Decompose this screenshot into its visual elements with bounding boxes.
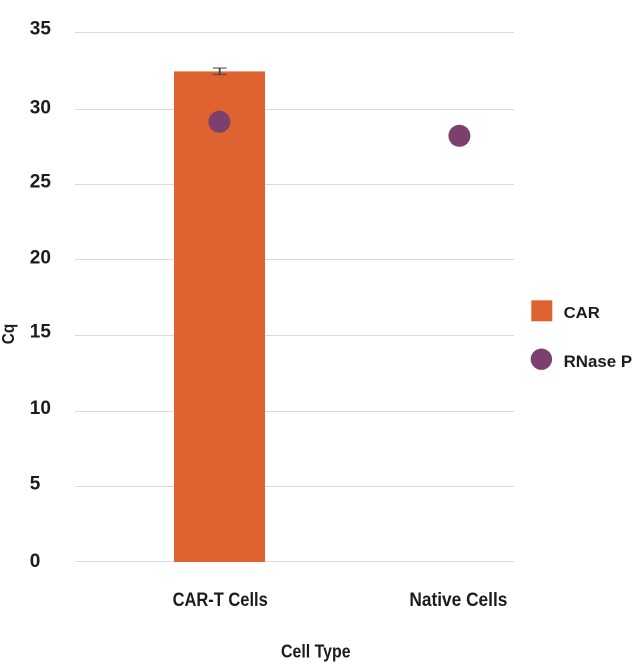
- svg-text:RNase P: RNase P: [564, 352, 633, 371]
- svg-text:0: 0: [30, 551, 41, 572]
- svg-text:15: 15: [30, 322, 52, 343]
- svg-text:35: 35: [30, 18, 52, 39]
- svg-text:CAR: CAR: [564, 305, 601, 322]
- svg-text:10: 10: [30, 398, 51, 419]
- svg-text:20: 20: [30, 247, 51, 268]
- svg-text:CAR-T Cells: CAR-T Cells: [173, 590, 268, 611]
- svg-text:5: 5: [30, 473, 41, 494]
- svg-text:30: 30: [30, 97, 51, 118]
- svg-text:Native Cells: Native Cells: [409, 590, 507, 611]
- svg-text:Cell Type: Cell Type: [281, 640, 351, 661]
- svg-text:Cq: Cq: [0, 324, 18, 344]
- svg-text:25: 25: [30, 172, 52, 193]
